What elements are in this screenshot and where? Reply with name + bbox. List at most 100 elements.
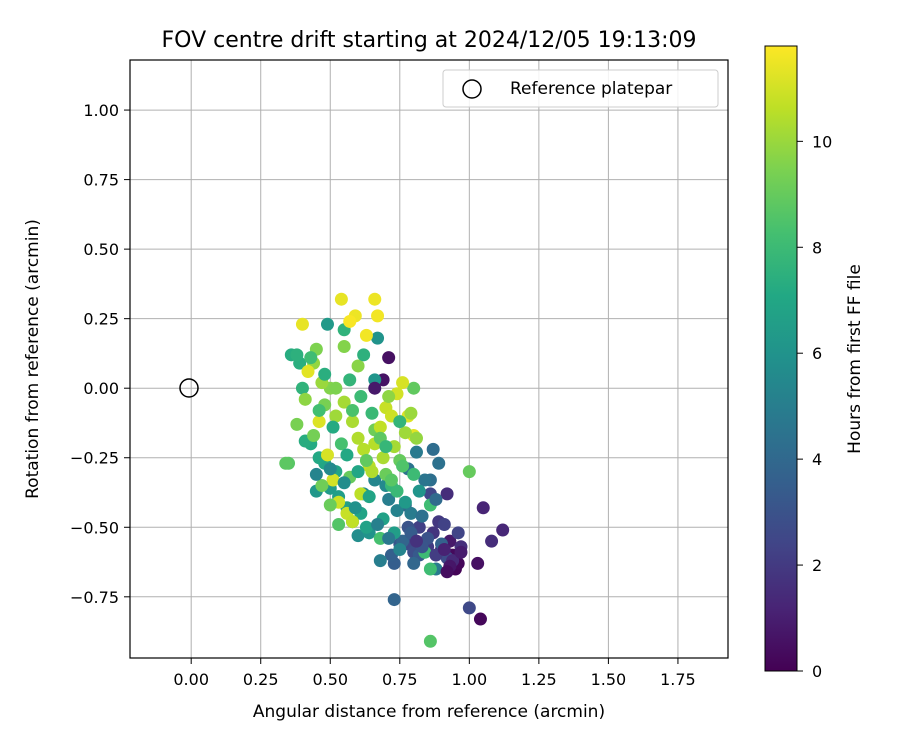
data-point xyxy=(362,490,376,504)
data-point xyxy=(307,428,321,442)
data-point xyxy=(337,395,351,409)
data-point xyxy=(298,392,312,406)
data-point xyxy=(396,459,410,473)
data-point xyxy=(404,506,418,520)
data-point xyxy=(473,612,487,626)
data-point xyxy=(415,509,429,523)
data-point xyxy=(359,328,373,342)
data-point xyxy=(379,440,393,454)
data-point xyxy=(440,487,454,501)
data-point xyxy=(393,543,407,557)
data-point xyxy=(390,484,404,498)
colorbar-tick-label: 8 xyxy=(812,238,822,257)
data-point xyxy=(295,381,309,395)
data-point xyxy=(462,465,476,479)
colorbar-tick-label: 10 xyxy=(812,132,832,151)
data-point xyxy=(409,431,423,445)
data-point xyxy=(404,406,418,420)
data-point xyxy=(371,331,385,345)
data-point xyxy=(496,523,510,537)
data-point xyxy=(376,451,390,465)
data-point xyxy=(343,373,357,387)
data-point xyxy=(346,403,360,417)
data-point xyxy=(346,415,360,429)
data-point xyxy=(354,390,368,404)
data-point xyxy=(440,565,454,579)
y-tick-label: −0.50 xyxy=(70,518,119,537)
data-point xyxy=(290,348,304,362)
data-point xyxy=(320,317,334,331)
colorbar-tick-label: 2 xyxy=(812,556,822,575)
x-tick-label: 0.50 xyxy=(312,670,348,689)
y-tick-label: 0.25 xyxy=(83,310,119,329)
data-point xyxy=(309,467,323,481)
data-point xyxy=(382,492,396,506)
y-tick-label: 0.50 xyxy=(83,240,119,259)
data-point xyxy=(343,314,357,328)
data-point xyxy=(373,420,387,434)
data-point xyxy=(387,593,401,607)
data-point xyxy=(382,390,396,404)
data-point xyxy=(320,448,334,462)
data-point xyxy=(407,467,421,481)
data-point xyxy=(301,365,315,379)
data-point xyxy=(351,431,365,445)
chart-title: FOV centre drift starting at 2024/12/05 … xyxy=(162,28,697,53)
data-point xyxy=(437,543,451,557)
plot-frame xyxy=(129,59,729,659)
data-point xyxy=(371,517,385,531)
scatter-points xyxy=(279,292,510,648)
x-tick-label: 0.25 xyxy=(243,670,279,689)
data-point xyxy=(382,531,396,545)
data-point xyxy=(429,492,443,506)
data-point xyxy=(326,473,340,487)
colorbar-gradient xyxy=(764,45,798,672)
data-point xyxy=(351,359,365,373)
legend-box xyxy=(442,69,719,108)
data-point xyxy=(382,351,396,365)
data-point xyxy=(329,409,343,423)
data-point xyxy=(409,445,423,459)
data-point xyxy=(398,495,412,509)
data-point xyxy=(295,317,309,331)
colorbar-tick-label: 6 xyxy=(812,344,822,363)
data-point xyxy=(323,498,337,512)
data-point xyxy=(390,504,404,518)
data-point xyxy=(312,415,326,429)
data-point xyxy=(359,520,373,534)
data-point xyxy=(471,556,485,570)
data-point xyxy=(371,309,385,323)
grid xyxy=(130,60,728,658)
data-point xyxy=(409,534,423,548)
legend-marker-icon xyxy=(462,79,482,99)
colorbar-tick-label: 0 xyxy=(812,662,822,681)
data-point xyxy=(462,601,476,615)
data-point xyxy=(279,456,293,470)
colorbar-label: Hours from first FF file xyxy=(845,264,865,454)
data-point xyxy=(368,381,382,395)
data-point xyxy=(398,426,412,440)
legend-label: Reference platepar xyxy=(510,79,672,99)
data-point xyxy=(359,454,373,468)
data-point xyxy=(407,381,421,395)
y-tick-label: 1.00 xyxy=(83,101,119,120)
x-tick-label: 0.00 xyxy=(173,670,209,689)
y-tick-label: −0.25 xyxy=(70,449,119,468)
data-point xyxy=(315,479,329,493)
colorbar-tick-label: 4 xyxy=(812,450,822,469)
data-point xyxy=(432,456,446,470)
data-point xyxy=(346,515,360,529)
data-point xyxy=(423,634,437,648)
data-point xyxy=(329,381,343,395)
data-point xyxy=(418,473,432,487)
data-point xyxy=(384,473,398,487)
x-tick-label: 1.50 xyxy=(591,670,627,689)
data-point xyxy=(337,476,351,490)
data-point xyxy=(351,465,365,479)
data-point xyxy=(332,517,346,531)
data-point xyxy=(351,529,365,543)
data-point xyxy=(407,556,421,570)
x-tick-label: 0.75 xyxy=(382,670,418,689)
y-tick-label: −0.75 xyxy=(70,588,119,607)
